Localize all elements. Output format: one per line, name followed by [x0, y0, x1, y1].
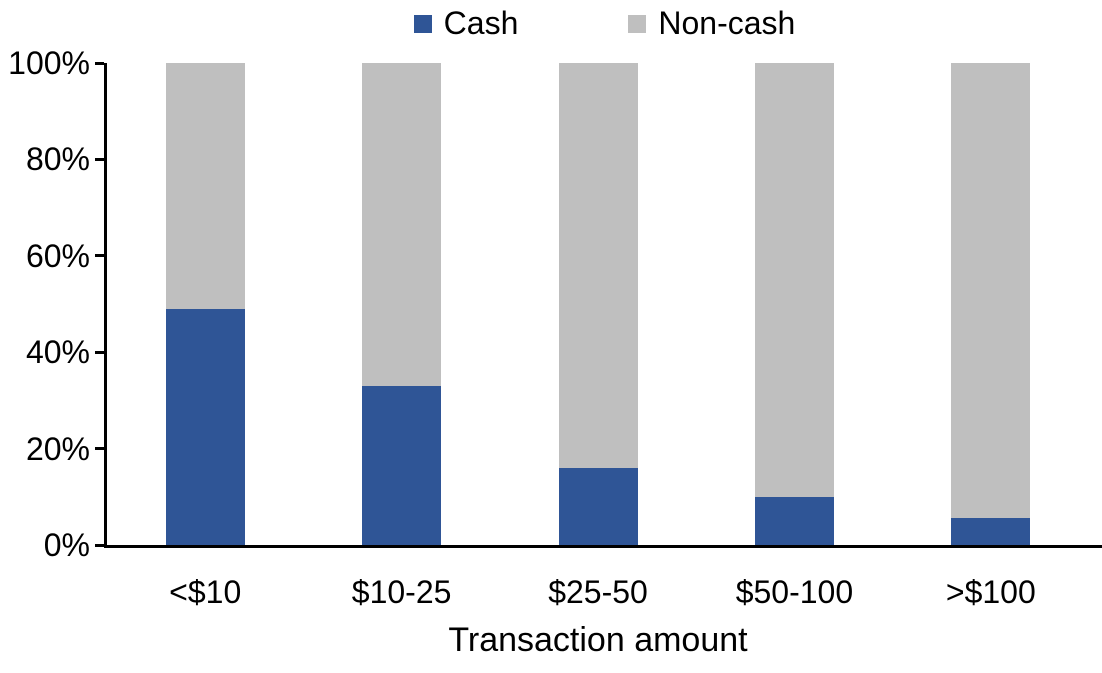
x-axis-tick-label: >$100: [945, 574, 1036, 610]
legend-swatch-icon: [628, 14, 647, 33]
y-axis-tick: [95, 157, 104, 161]
bar-segment-non-cash: [754, 63, 834, 497]
x-axis-tick-label: <$10: [169, 574, 242, 610]
stacked-bar-4: [754, 63, 834, 545]
legend-item-cash: Cash: [413, 5, 519, 41]
bar-segment-non-cash: [558, 63, 638, 468]
bar-segment-cash: [362, 385, 442, 545]
y-axis-tick-label: 40%: [25, 334, 90, 371]
y-axis-tick-label: 60%: [25, 237, 90, 274]
y-axis-tick: [95, 350, 104, 354]
y-axis-tick-label: 0%: [43, 527, 90, 563]
bar-slot: [107, 63, 303, 545]
plot-area: [107, 63, 1089, 545]
x-axis-tick-label: $10-25: [351, 574, 452, 610]
x-axis-title: Transaction amount: [448, 621, 748, 659]
x-axis-tick-labels: <$10 $10-25 $25-50 $50-100 >$100: [107, 574, 1089, 611]
bar-slot: [696, 63, 892, 545]
bar-segment-cash: [165, 308, 245, 545]
x-axis-line: [104, 545, 1102, 548]
bar-segment-non-cash: [951, 63, 1031, 519]
stacked-bar-1: [165, 63, 245, 545]
bar-segment-non-cash: [362, 63, 442, 386]
y-axis-tick: [95, 61, 104, 65]
stacked-bar-5: [951, 63, 1031, 545]
y-axis-tick-label: 80%: [25, 141, 90, 178]
stacked-bar-3: [558, 63, 638, 545]
y-axis-tick: [95, 447, 104, 451]
bar-slot: [303, 63, 499, 545]
bar-segment-cash: [754, 496, 834, 545]
y-axis-tick-label: 20%: [25, 430, 90, 467]
bar-segment-non-cash: [165, 63, 245, 309]
legend-swatch-icon: [413, 14, 432, 33]
y-axis-tick-label: 100%: [8, 45, 90, 81]
y-axis-tick: [95, 543, 104, 547]
bar-slot: [893, 63, 1089, 545]
legend-label: Cash: [443, 5, 519, 41]
bar-segment-cash: [558, 467, 638, 545]
x-axis-tick-label: $50-100: [735, 574, 854, 610]
bar-segment-cash: [951, 518, 1031, 545]
legend-item-non-cash: Non-cash: [628, 5, 796, 41]
x-axis-tick-label: $25-50: [548, 574, 648, 610]
legend: Cash Non-cash: [107, 5, 1102, 41]
y-axis-line: [104, 63, 107, 548]
stacked-bar-2: [362, 63, 442, 545]
legend-label: Non-cash: [658, 5, 796, 41]
bar-slot: [500, 63, 696, 545]
y-axis-tick: [95, 254, 104, 258]
